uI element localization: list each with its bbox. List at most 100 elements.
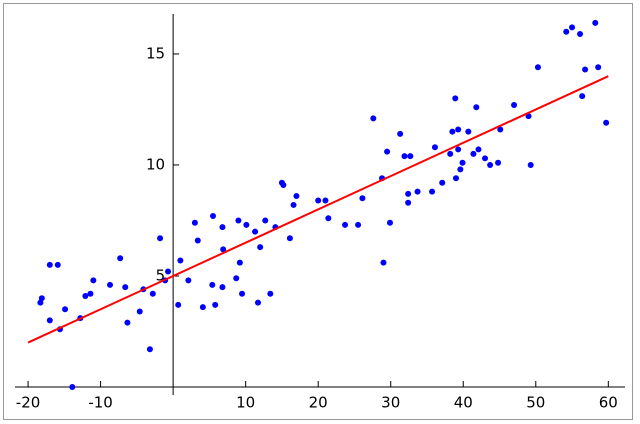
point xyxy=(239,290,246,297)
point xyxy=(286,235,293,242)
point xyxy=(243,221,250,228)
x-tick-label: 50 xyxy=(526,394,545,412)
point xyxy=(90,277,97,284)
point xyxy=(577,30,584,37)
point xyxy=(384,148,391,155)
point xyxy=(107,281,114,288)
point xyxy=(370,115,377,122)
point xyxy=(397,130,404,137)
point xyxy=(199,304,206,311)
point xyxy=(46,261,53,268)
point xyxy=(257,244,264,251)
point xyxy=(603,119,610,126)
point xyxy=(405,199,412,206)
point xyxy=(236,259,243,266)
point xyxy=(534,64,541,71)
point xyxy=(459,159,466,166)
x-tick-label: 40 xyxy=(454,394,473,412)
point xyxy=(482,155,489,162)
point xyxy=(54,261,61,268)
point xyxy=(82,292,89,299)
point xyxy=(457,166,464,173)
point xyxy=(290,201,297,208)
point xyxy=(322,197,329,204)
point xyxy=(69,384,76,390)
point xyxy=(146,346,153,353)
point xyxy=(473,104,480,111)
point xyxy=(342,221,349,228)
y-tick-label: 15 xyxy=(146,44,165,62)
point xyxy=(209,281,216,288)
point xyxy=(210,213,217,220)
point xyxy=(414,188,421,195)
x-tick-label: 30 xyxy=(381,394,400,412)
point xyxy=(452,175,459,182)
point xyxy=(487,161,494,168)
x-tick-label: -20 xyxy=(16,394,41,412)
point xyxy=(235,217,242,224)
point xyxy=(439,179,446,186)
point xyxy=(579,93,586,100)
point xyxy=(267,290,274,297)
point xyxy=(177,257,184,264)
y-tick-label: 10 xyxy=(146,155,165,173)
point xyxy=(449,128,456,135)
point xyxy=(475,146,482,153)
point xyxy=(465,128,472,135)
point xyxy=(280,181,287,188)
point xyxy=(149,290,156,297)
point xyxy=(293,193,300,200)
point xyxy=(157,235,164,242)
point xyxy=(455,126,462,133)
x-tick-label: -10 xyxy=(88,394,113,412)
point xyxy=(191,219,198,226)
point xyxy=(219,284,226,291)
point xyxy=(185,277,192,284)
point xyxy=(46,317,53,324)
point xyxy=(592,19,599,26)
point xyxy=(563,28,570,35)
y-tick-label: 5 xyxy=(156,266,166,284)
point xyxy=(497,126,504,133)
point xyxy=(212,301,219,308)
point xyxy=(219,224,226,231)
point xyxy=(582,66,589,73)
point xyxy=(325,215,332,222)
x-tick-label: 60 xyxy=(599,394,618,412)
x-tick-label: 10 xyxy=(236,394,255,412)
point xyxy=(359,195,366,202)
point xyxy=(527,161,534,168)
point xyxy=(136,308,143,315)
point xyxy=(495,159,502,166)
point xyxy=(431,144,438,151)
point xyxy=(452,95,459,102)
point xyxy=(124,319,131,326)
point xyxy=(194,237,201,244)
point xyxy=(262,217,269,224)
point xyxy=(252,228,259,235)
x-tick-label: 20 xyxy=(309,394,328,412)
point xyxy=(233,275,240,282)
point xyxy=(405,190,412,197)
point xyxy=(117,255,124,262)
point xyxy=(525,113,532,120)
point xyxy=(595,64,602,71)
point xyxy=(401,153,408,160)
point xyxy=(62,306,69,313)
point xyxy=(569,24,576,31)
point xyxy=(220,246,227,253)
point xyxy=(355,221,362,228)
point xyxy=(165,268,172,275)
point xyxy=(386,219,393,226)
point xyxy=(470,150,477,157)
fit-line xyxy=(27,75,609,344)
point xyxy=(315,197,322,204)
point xyxy=(380,259,387,266)
point xyxy=(407,153,414,160)
point xyxy=(87,290,94,297)
point xyxy=(447,150,454,157)
point xyxy=(511,102,518,109)
point xyxy=(429,188,436,195)
point xyxy=(455,146,462,153)
